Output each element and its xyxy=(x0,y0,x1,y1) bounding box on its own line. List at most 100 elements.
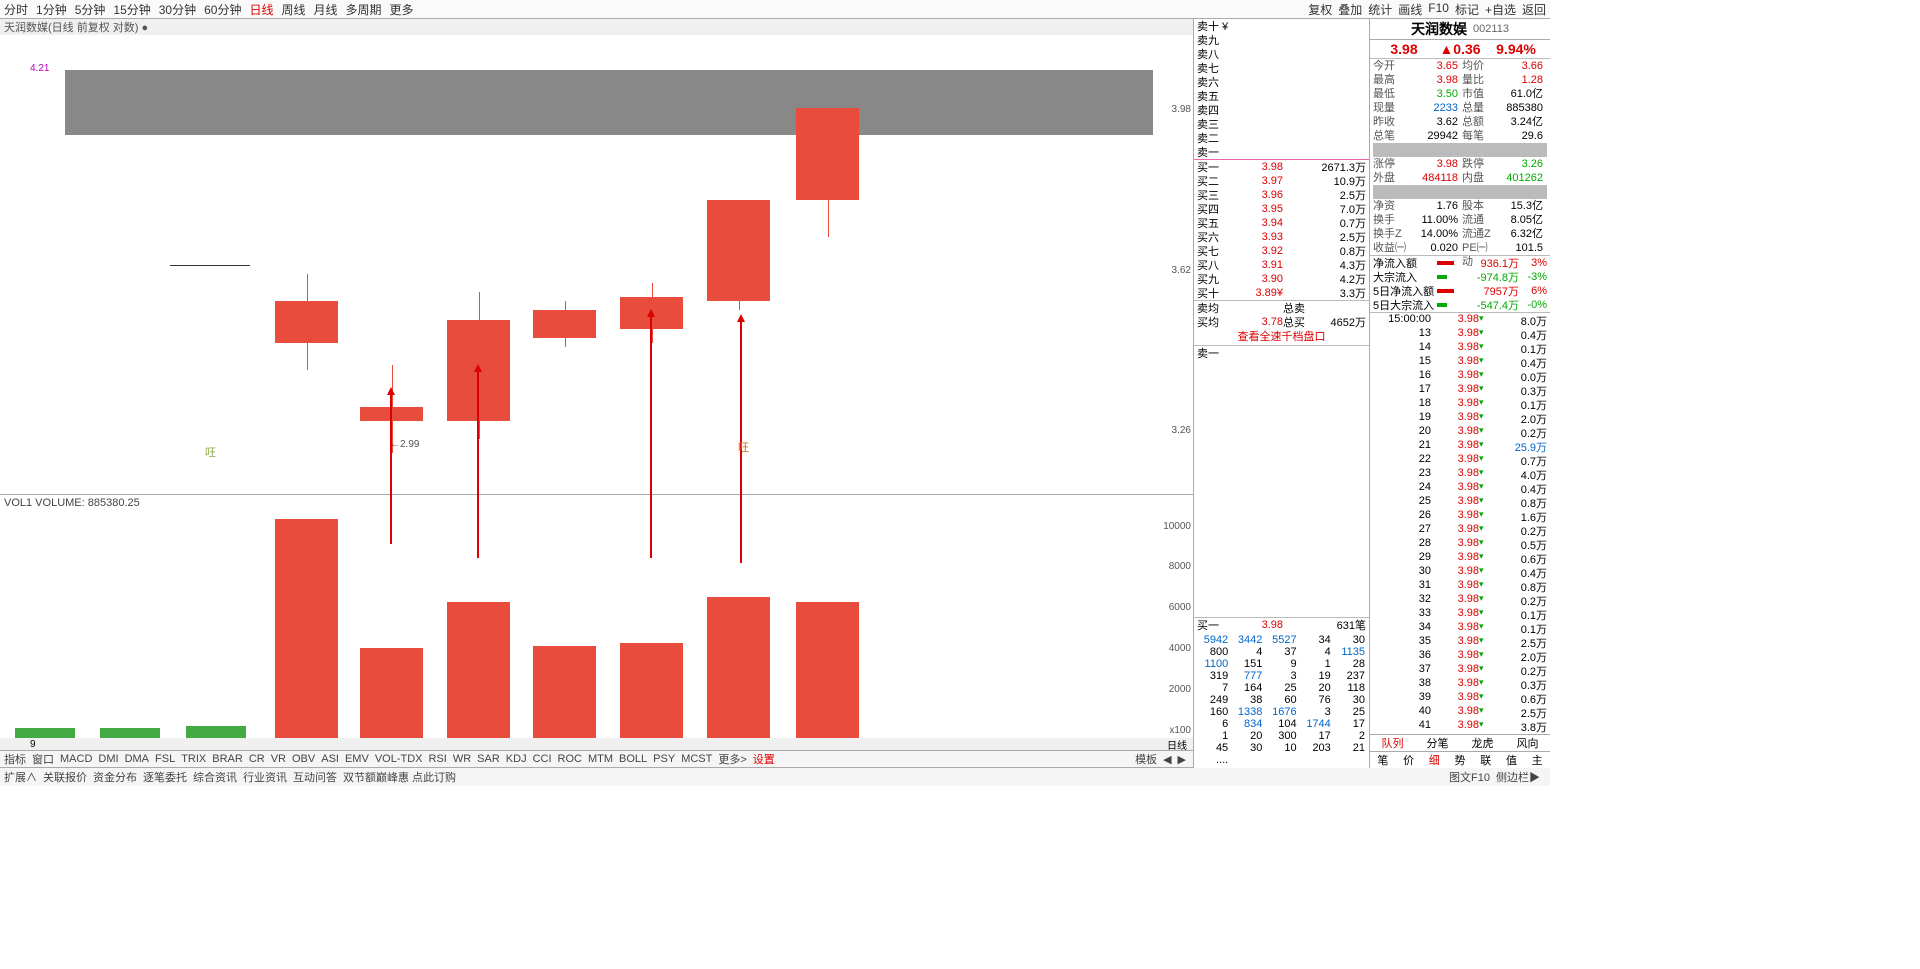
timeframe-5[interactable]: 60分钟 xyxy=(204,1,241,18)
quote-tab[interactable]: 风向 xyxy=(1505,735,1550,751)
indicator-item[interactable]: PSY xyxy=(653,753,675,765)
quote-subtab[interactable]: 联 xyxy=(1473,752,1499,768)
timeframe-3[interactable]: 15分钟 xyxy=(113,1,150,18)
bottom-item[interactable]: 关联报价 xyxy=(43,769,87,785)
tick-row: 15:00:003.98▾8.0万 xyxy=(1370,313,1550,327)
quote-subtab[interactable]: 价 xyxy=(1396,752,1422,768)
orderbook-panel: 卖十 ¥卖九卖八卖七卖六卖五卖四卖三卖二卖一买一3.982671.3万买二3.9… xyxy=(1194,19,1370,768)
quote-subtab[interactable]: 主 xyxy=(1524,752,1550,768)
timeframe-9[interactable]: 多周期 xyxy=(346,1,382,18)
indicator-tool[interactable]: ▶ xyxy=(1178,754,1186,766)
price-pct: 9.94% xyxy=(1488,41,1544,57)
candle-body xyxy=(275,301,338,342)
bottom-item[interactable]: 综合资讯 xyxy=(193,769,237,785)
quote-subtab[interactable]: 细 xyxy=(1421,752,1447,768)
flow-row: 5日大宗流入-547.4万-0% xyxy=(1370,298,1550,312)
annotation-299: ←2.99 xyxy=(390,439,419,450)
bottom-item[interactable]: 行业资讯 xyxy=(243,769,287,785)
bottom-item[interactable]: 资金分布 xyxy=(93,769,137,785)
indicator-item[interactable]: ASI xyxy=(321,753,339,765)
indicator-item[interactable]: DMI xyxy=(98,753,118,765)
indicator-item[interactable]: MCST xyxy=(681,753,712,765)
indicator-item[interactable]: 窗口 xyxy=(32,751,54,767)
timeframe-0[interactable]: 分时 xyxy=(4,1,28,18)
tool-2[interactable]: 统计 xyxy=(1368,1,1392,18)
quote-tab[interactable]: 龙虎 xyxy=(1460,735,1505,751)
indicator-more[interactable]: 更多> xyxy=(718,751,746,767)
indicator-item[interactable]: VR xyxy=(271,753,286,765)
indicator-item[interactable]: BRAR xyxy=(212,753,243,765)
indicator-item[interactable]: TRIX xyxy=(181,753,206,765)
last-price: 3.98 xyxy=(1376,41,1432,57)
grid-cell: 37 xyxy=(1264,646,1298,658)
indicator-item[interactable]: MTM xyxy=(588,753,613,765)
indicator-item[interactable]: RSI xyxy=(429,753,447,765)
tool-6[interactable]: +自选 xyxy=(1485,1,1516,18)
bottom-item[interactable]: 扩展∧ xyxy=(4,769,37,785)
vol-y-tick: 8000 xyxy=(1169,561,1191,572)
indicator-item[interactable]: SAR xyxy=(477,753,500,765)
indicator-item[interactable]: CCI xyxy=(533,753,552,765)
tool-3[interactable]: 画线 xyxy=(1398,1,1422,18)
view-full-depth[interactable]: 查看全速千档盘口 xyxy=(1194,329,1369,345)
quote-subtab[interactable]: 势 xyxy=(1447,752,1473,768)
quote-tabs-2: 笔价细势联值主 xyxy=(1370,751,1550,768)
grid-cell: 30 xyxy=(1333,634,1367,646)
chart-area: 天润数媒(日线 前复权 对数) ● 3.983.623.26←2.994.21㕵… xyxy=(0,19,1194,768)
quote-tab[interactable]: 队列 xyxy=(1370,735,1415,751)
indicator-tool[interactable]: ◀ xyxy=(1163,754,1171,766)
grid-cell: 17 xyxy=(1299,730,1333,742)
quote-subtab[interactable]: 值 xyxy=(1499,752,1525,768)
grid-cell: 2 xyxy=(1333,730,1367,742)
tool-0[interactable]: 复权 xyxy=(1308,1,1332,18)
volume-chart[interactable]: VOL1 VOLUME: 885380.25 9日线 1000080006000… xyxy=(0,495,1193,751)
grid-cell: 151 xyxy=(1230,658,1264,670)
ask-row: 卖三 xyxy=(1194,117,1369,131)
tick-row: 363.98▾2.0万 xyxy=(1370,649,1550,663)
grid-cell: 25 xyxy=(1333,706,1367,718)
indicator-settings[interactable]: 设置 xyxy=(753,751,775,767)
indicator-item[interactable]: VOL-TDX xyxy=(375,753,423,765)
indicator-item[interactable]: 指标 xyxy=(4,751,26,767)
timeframe-6[interactable]: 日线 xyxy=(249,1,273,18)
indicator-item[interactable]: DMA xyxy=(125,753,149,765)
bottom-item[interactable]: 逐笔委托 xyxy=(143,769,187,785)
bottom-tool[interactable]: 图文F10 xyxy=(1449,772,1490,784)
indicator-item[interactable]: ROC xyxy=(558,753,582,765)
kline-chart[interactable]: 3.983.623.26←2.994.21㕵㕵 xyxy=(0,35,1193,495)
indicator-item[interactable]: WR xyxy=(453,753,471,765)
tool-7[interactable]: 返回 xyxy=(1522,1,1546,18)
indicator-tool[interactable]: 模板 xyxy=(1135,754,1157,766)
grid-cell: 30 xyxy=(1230,742,1264,754)
bottom-item[interactable]: 双节额巅峰惠 点此订购 xyxy=(343,769,456,785)
volume-bar xyxy=(275,519,338,738)
quote-subtab[interactable]: 笔 xyxy=(1370,752,1396,768)
indicator-item[interactable]: MACD xyxy=(60,753,92,765)
timeframe-10[interactable]: 更多 xyxy=(390,1,414,18)
bottom-tool[interactable]: 侧边栏▶ xyxy=(1496,772,1540,784)
ask-row: 卖八 xyxy=(1194,47,1369,61)
tick-row: 133.98▾0.4万 xyxy=(1370,327,1550,341)
tool-4[interactable]: F10 xyxy=(1428,1,1449,18)
tick-row: 323.98▾0.2万 xyxy=(1370,593,1550,607)
indicator-item[interactable]: BOLL xyxy=(619,753,647,765)
indicator-item[interactable]: OBV xyxy=(292,753,315,765)
indicator-item[interactable]: FSL xyxy=(155,753,175,765)
indicator-item[interactable]: KDJ xyxy=(506,753,527,765)
tool-1[interactable]: 叠加 xyxy=(1338,1,1362,18)
timeframe-8[interactable]: 月线 xyxy=(314,1,338,18)
timeframe-1[interactable]: 1分钟 xyxy=(36,1,67,18)
quote-tab[interactable]: 分笔 xyxy=(1415,735,1460,751)
tick-row: 353.98▾2.5万 xyxy=(1370,635,1550,649)
tool-5[interactable]: 标记 xyxy=(1455,1,1479,18)
marker-icon: 㕵 xyxy=(205,444,216,460)
grid-cell: 1744 xyxy=(1299,718,1333,730)
timeframe-2[interactable]: 5分钟 xyxy=(75,1,106,18)
bottom-item[interactable]: 互动问答 xyxy=(293,769,337,785)
grid-cell: 319 xyxy=(1196,670,1230,682)
indicator-item[interactable]: EMV xyxy=(345,753,369,765)
timeframe-4[interactable]: 30分钟 xyxy=(159,1,196,18)
grid-cell: 203 xyxy=(1299,742,1333,754)
indicator-item[interactable]: CR xyxy=(249,753,265,765)
timeframe-7[interactable]: 周线 xyxy=(281,1,305,18)
